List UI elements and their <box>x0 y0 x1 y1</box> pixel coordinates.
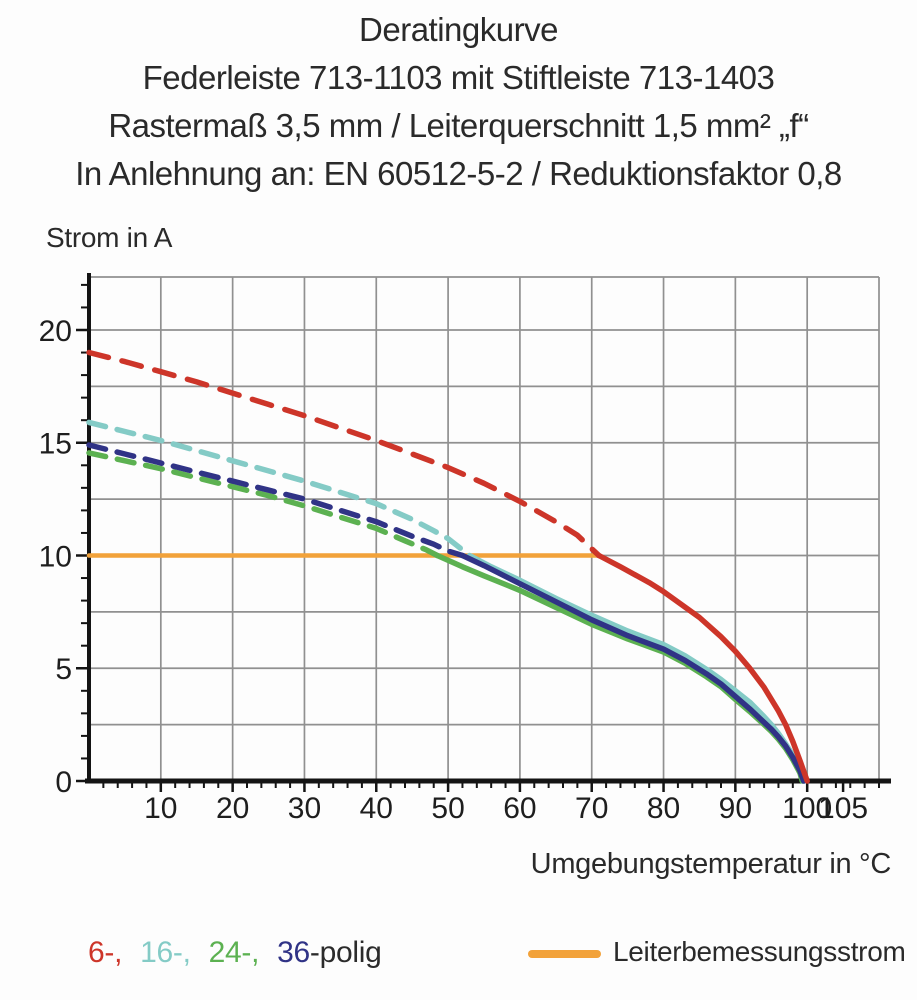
title-line-1: Deratingkurve <box>359 11 558 48</box>
title-line-4: In Anlehnung an: EN 60512-5-2 / Reduktio… <box>75 155 842 192</box>
rated-current-swatch <box>528 950 601 958</box>
legend-item-36-number: 36 <box>277 936 310 969</box>
temperature-axis-label: Umgebungstemperatur in °C <box>530 848 892 880</box>
x-tick-label: 40 <box>360 792 393 825</box>
legend-item-24: 24-, <box>208 936 260 969</box>
x-tick-label: 80 <box>647 792 680 825</box>
legend-item-36: 36-polig <box>277 936 382 970</box>
legend-polig-suffix: -polig <box>309 936 382 969</box>
y-tick-labels: 0 5 10 15 20 <box>39 315 72 799</box>
x-tick-label: 70 <box>575 792 608 825</box>
axes <box>76 273 891 792</box>
title-block: Deratingkurve Federleiste 713-1103 mit S… <box>0 6 917 198</box>
series-16-polig <box>86 419 808 784</box>
pole-legend: 6-, 16-, 24-, 36-polig <box>88 936 898 970</box>
title-line-2: Federleiste 713-1103 mit Stiftleiste 713… <box>142 59 775 96</box>
series-6-polig <box>86 349 810 784</box>
x-tick-label: 50 <box>431 792 464 825</box>
y-tick-label: 10 <box>39 540 72 573</box>
y-tick-label: 5 <box>55 653 72 686</box>
x-tick-label: 20 <box>216 792 249 825</box>
legend-item-16: 16-, <box>140 936 191 969</box>
rated-current-legend: Leiterbemessungsstrom <box>528 936 906 968</box>
y-tick-label: 20 <box>39 315 72 348</box>
title-line-3: Rastermaß 3,5 mm / Leiterquerschnitt 1,5… <box>108 107 809 144</box>
series-36-polig <box>86 442 807 784</box>
y-tick-label: 15 <box>39 428 72 461</box>
x-tick-label: 10 <box>144 792 177 825</box>
x-tick-label: 105 <box>818 792 868 825</box>
grid-lines <box>89 276 880 781</box>
x-tick-label: 90 <box>719 792 752 825</box>
x-tick-label: 30 <box>288 792 321 825</box>
current-axis-label: Strom in A <box>46 222 173 253</box>
rated-current-label: Leiterbemessungsstrom <box>613 936 906 967</box>
x-tick-label: 60 <box>503 792 536 825</box>
legend-item-6: 6-, <box>88 936 123 969</box>
x-tick-label: 100 <box>782 792 832 825</box>
y-tick-label: 0 <box>55 766 72 799</box>
